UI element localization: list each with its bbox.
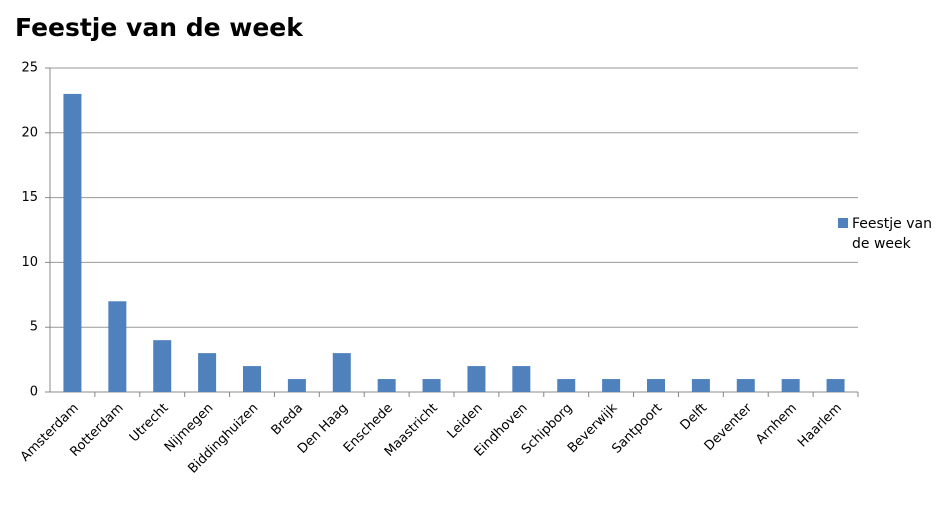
y-tick-label: 15: [21, 190, 38, 205]
bar: [108, 301, 127, 392]
x-tick-label: Leiden: [445, 401, 486, 442]
y-tick-label: 0: [30, 385, 38, 400]
y-tick-label: 5: [30, 320, 38, 335]
bar: [512, 366, 531, 392]
x-tick-label: Deventer: [702, 400, 756, 454]
bar: [243, 366, 261, 392]
bar: [198, 353, 217, 392]
bar: [602, 379, 621, 392]
y-tick-label: 20: [21, 125, 38, 140]
bar: [332, 353, 351, 392]
y-tick-label: 10: [21, 255, 38, 270]
x-tick-label: Delft: [678, 401, 711, 434]
bar: [736, 379, 755, 392]
bar: [781, 379, 800, 392]
bar: [467, 366, 486, 392]
x-tick-label: Utrecht: [127, 401, 172, 446]
bar: [647, 379, 665, 392]
bar: [422, 379, 441, 392]
x-tick-label: Arnhem: [753, 401, 800, 448]
bar: [153, 340, 172, 392]
legend-swatch: [838, 218, 848, 228]
chart-title: Feestje van de week: [15, 13, 304, 42]
bar: [691, 379, 710, 392]
legend: Feestje van de week: [838, 214, 938, 254]
bar: [63, 93, 82, 393]
y-tick-label: 25: [21, 61, 38, 76]
x-tick-label: Haarlem: [795, 401, 845, 451]
legend-label: Feestje van de week: [852, 216, 932, 252]
bar: [377, 379, 396, 392]
bar: [557, 379, 576, 392]
bar: [287, 379, 306, 392]
bar: [826, 379, 845, 392]
x-tick-label: Breda: [269, 401, 307, 439]
